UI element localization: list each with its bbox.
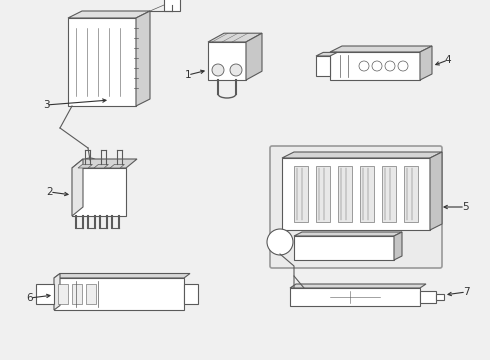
Polygon shape xyxy=(72,168,126,216)
Polygon shape xyxy=(394,232,402,260)
Polygon shape xyxy=(94,165,108,168)
Polygon shape xyxy=(68,18,136,106)
Circle shape xyxy=(212,64,224,76)
Bar xyxy=(294,166,308,222)
Polygon shape xyxy=(54,274,60,310)
Circle shape xyxy=(385,61,395,71)
Circle shape xyxy=(267,229,293,255)
Circle shape xyxy=(398,61,408,71)
Polygon shape xyxy=(136,11,150,106)
Polygon shape xyxy=(282,158,430,230)
Polygon shape xyxy=(290,288,420,306)
Bar xyxy=(164,0,180,11)
Text: 6: 6 xyxy=(26,293,33,303)
Polygon shape xyxy=(420,46,432,80)
Polygon shape xyxy=(72,159,137,168)
Bar xyxy=(338,166,352,222)
Polygon shape xyxy=(290,284,426,288)
Bar xyxy=(382,166,396,222)
FancyBboxPatch shape xyxy=(270,146,442,268)
Bar xyxy=(58,284,68,304)
Polygon shape xyxy=(208,33,262,42)
Bar xyxy=(316,166,330,222)
Text: 2: 2 xyxy=(47,187,53,197)
Polygon shape xyxy=(54,274,190,278)
Polygon shape xyxy=(72,159,83,216)
Polygon shape xyxy=(110,165,124,168)
Bar xyxy=(72,284,82,304)
Bar xyxy=(436,294,444,300)
Text: 1: 1 xyxy=(185,70,191,80)
Polygon shape xyxy=(294,232,402,236)
Polygon shape xyxy=(282,152,442,158)
Circle shape xyxy=(359,61,369,71)
Polygon shape xyxy=(208,42,246,80)
Polygon shape xyxy=(316,56,330,76)
Polygon shape xyxy=(78,165,93,168)
Text: 3: 3 xyxy=(43,100,49,110)
Polygon shape xyxy=(330,52,420,80)
Polygon shape xyxy=(316,53,337,56)
Polygon shape xyxy=(246,33,262,80)
Bar xyxy=(86,284,96,304)
Polygon shape xyxy=(430,152,442,230)
Circle shape xyxy=(372,61,382,71)
Text: 7: 7 xyxy=(463,287,469,297)
Circle shape xyxy=(80,158,100,178)
Text: 5: 5 xyxy=(462,202,468,212)
Bar xyxy=(404,166,418,222)
Polygon shape xyxy=(330,46,432,52)
Polygon shape xyxy=(184,284,198,304)
Text: 4: 4 xyxy=(445,55,451,65)
Circle shape xyxy=(230,64,242,76)
Polygon shape xyxy=(294,236,394,260)
Polygon shape xyxy=(68,11,150,18)
Bar xyxy=(360,166,374,222)
Polygon shape xyxy=(36,284,54,304)
Polygon shape xyxy=(420,291,436,303)
Polygon shape xyxy=(54,278,184,310)
